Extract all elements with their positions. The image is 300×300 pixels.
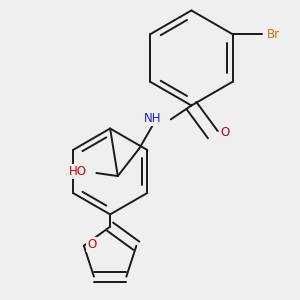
Text: Br: Br <box>267 28 280 41</box>
Text: NH: NH <box>144 112 162 124</box>
Text: O: O <box>220 126 229 139</box>
Text: HO: HO <box>69 165 87 178</box>
Text: O: O <box>87 238 96 251</box>
